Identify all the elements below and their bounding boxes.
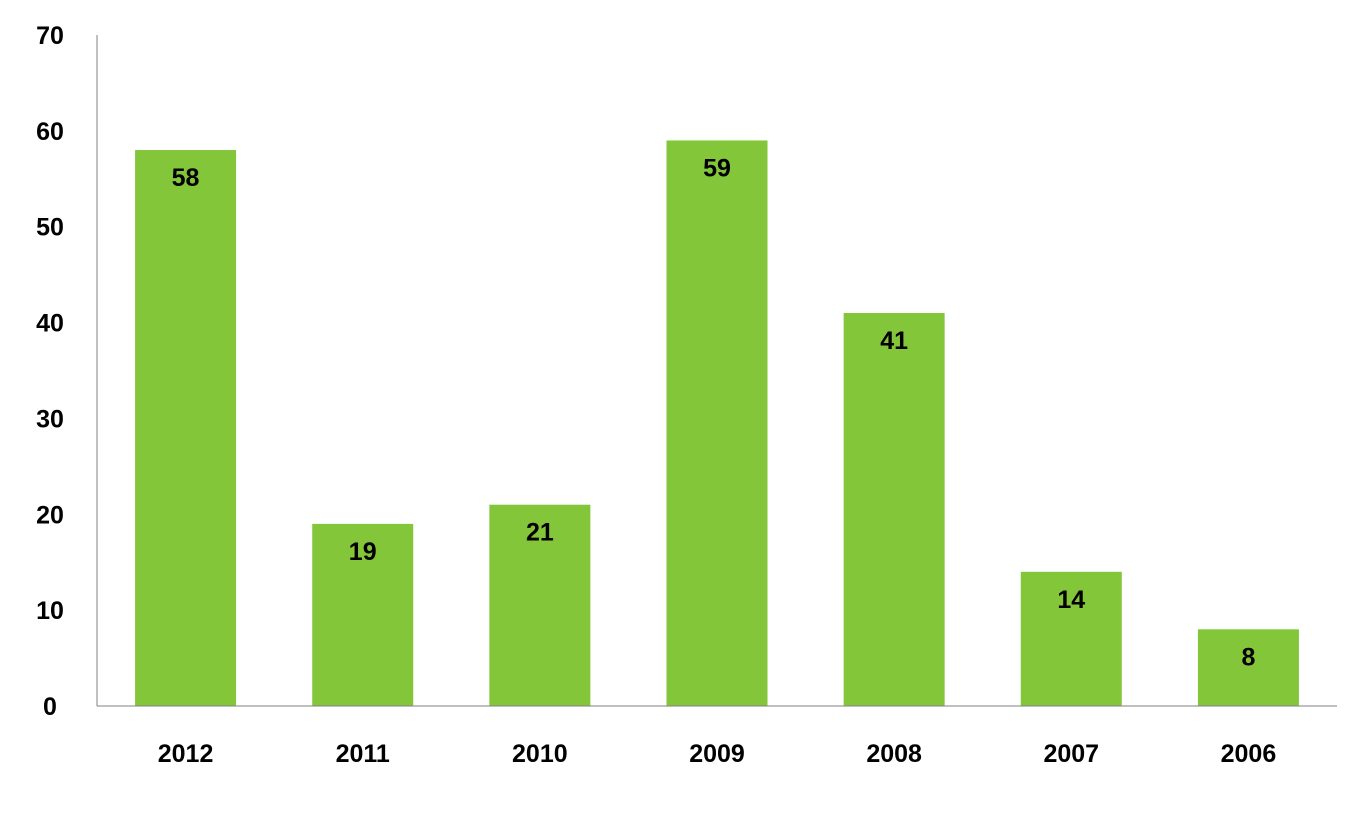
bar-data-label: 58	[172, 164, 200, 192]
bar-data-label: 41	[880, 327, 908, 355]
x-tick-label: 2009	[689, 740, 745, 768]
x-axis-ticks: 2012 2011 2010 2009 2008 2007 2006	[158, 740, 1276, 768]
bar-data-label: 8	[1241, 643, 1255, 671]
bar-2009	[666, 140, 768, 706]
bar-2012	[135, 150, 237, 706]
bar-data-label: 59	[703, 154, 731, 182]
y-tick-label: 50	[36, 214, 64, 242]
y-tick-label: 40	[36, 310, 64, 338]
x-tick-label: 2007	[1043, 740, 1099, 768]
bar-data-label: 19	[349, 538, 377, 566]
bar-2008	[843, 312, 945, 706]
y-tick-label: 30	[36, 405, 64, 433]
x-tick-label: 2010	[512, 740, 568, 768]
y-tick-label: 60	[36, 118, 64, 146]
x-tick-label: 2008	[866, 740, 922, 768]
x-tick-label: 2006	[1221, 740, 1277, 768]
y-tick-label: 70	[36, 22, 64, 50]
bar-2007	[1020, 571, 1122, 706]
x-tick-label: 2011	[336, 740, 390, 768]
y-axis-ticks: 0 10 20 30 40 50 60 70	[36, 22, 64, 721]
bar-data-label: 21	[526, 519, 554, 547]
x-tick-label: 2012	[158, 740, 214, 768]
y-tick-label: 20	[36, 501, 64, 529]
y-tick-label: 0	[43, 693, 57, 721]
y-tick-label: 10	[36, 597, 64, 625]
bar-2006	[1197, 629, 1299, 706]
bar-data-label: 14	[1057, 586, 1085, 614]
bars	[135, 140, 1299, 706]
bar-2011	[312, 523, 414, 706]
bar-2010	[489, 504, 591, 706]
bar-data-labels: 58 19 21 59 41 14 8	[172, 154, 1256, 671]
